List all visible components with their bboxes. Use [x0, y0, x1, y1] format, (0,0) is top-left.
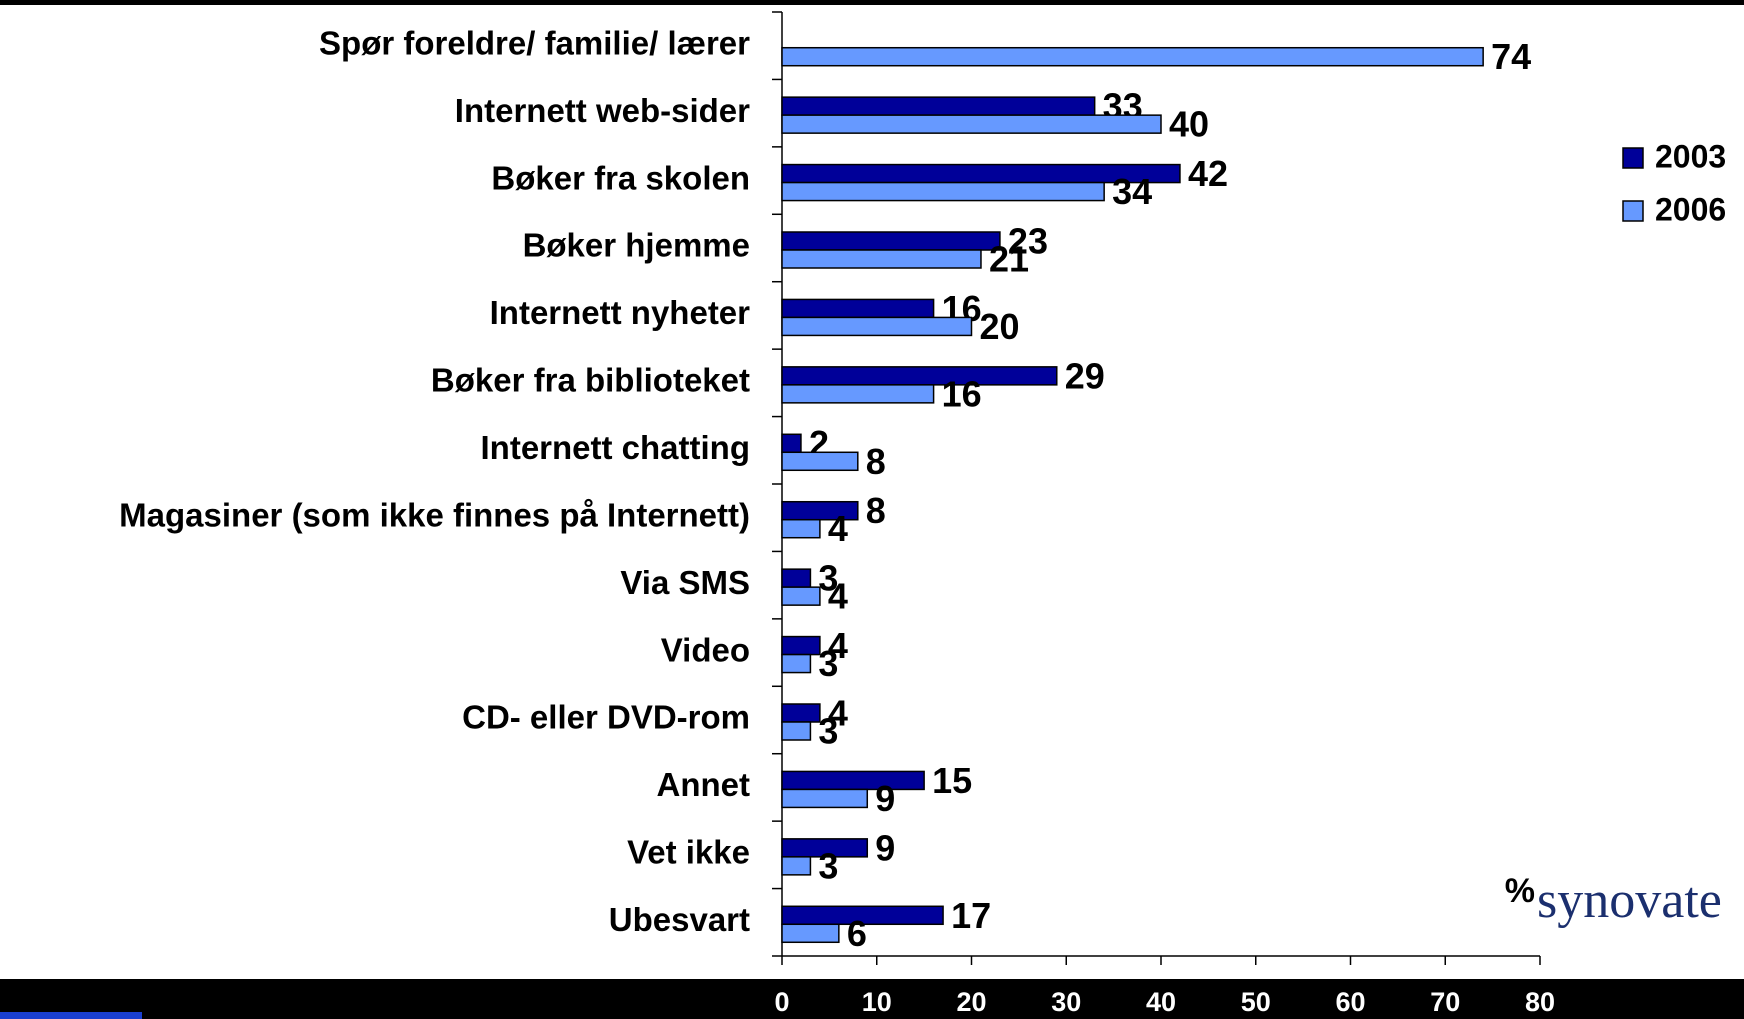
- value-label: 74: [1491, 36, 1531, 77]
- value-label: 4: [828, 625, 848, 666]
- bar: [781, 703, 821, 723]
- bar: [781, 451, 859, 472]
- footer-accent: [0, 1012, 142, 1019]
- category-label: Internett nyheter: [490, 294, 751, 331]
- bar: [781, 316, 973, 337]
- value-label: 42: [1188, 153, 1228, 194]
- value-label: 34: [1112, 171, 1152, 212]
- bar: [781, 249, 982, 269]
- top-rule: [0, 0, 1744, 5]
- x-tick-label: 10: [862, 987, 892, 1017]
- logo: synovate: [1537, 872, 1722, 929]
- value-label: 4: [828, 693, 848, 734]
- bar: [781, 298, 935, 319]
- bar: [781, 770, 925, 791]
- bar: [781, 788, 869, 809]
- x-tick-label: 20: [956, 987, 986, 1017]
- value-label: 21: [989, 239, 1029, 280]
- bar: [781, 568, 812, 588]
- value-label: 23: [1008, 221, 1048, 262]
- bar: [781, 46, 1484, 67]
- value-label: 8: [866, 490, 886, 531]
- category-label: Bøker fra skolen: [491, 159, 750, 196]
- unit-label: %: [1505, 872, 1535, 910]
- bar: [781, 384, 935, 404]
- category-label: Bøker fra biblioteket: [431, 362, 750, 399]
- bar: [781, 518, 821, 539]
- category-label: Spør foreldre/ familie/ lærer: [319, 24, 750, 61]
- bar: [781, 114, 1162, 134]
- x-tick-label: 50: [1241, 987, 1271, 1017]
- value-label: 3: [818, 558, 838, 599]
- bar: [781, 905, 944, 926]
- category-label: Internett chatting: [481, 429, 751, 466]
- bar: [781, 721, 812, 741]
- x-tick-label: 70: [1430, 987, 1460, 1017]
- legend-swatch: [1622, 147, 1644, 169]
- category-label: Bøker hjemme: [523, 227, 750, 264]
- value-label: 3: [818, 845, 838, 886]
- x-tick-label: 80: [1525, 987, 1555, 1017]
- value-label: 3: [818, 643, 838, 684]
- category-label: Ubesvart: [609, 901, 750, 938]
- category-label: Magasiner (som ikke finnes på Internett): [119, 496, 750, 533]
- legend-swatch: [1622, 200, 1644, 222]
- bar: [781, 433, 802, 454]
- bar: [781, 231, 1001, 251]
- value-label: 8: [866, 441, 886, 482]
- category-label: Via SMS: [620, 564, 750, 601]
- bar: [781, 96, 1096, 116]
- value-label: 15: [932, 760, 972, 801]
- bar: [781, 366, 1058, 386]
- value-label: 9: [875, 827, 895, 868]
- category-label: Video: [661, 631, 750, 668]
- category-label: Annet: [657, 766, 751, 803]
- bar: [781, 635, 821, 656]
- bar: [781, 856, 812, 876]
- bar: [781, 653, 812, 674]
- category-label: Vet ikke: [627, 834, 750, 871]
- value-label: 9: [875, 778, 895, 819]
- bar: [781, 586, 821, 606]
- category-label: Internett web-sider: [455, 92, 750, 129]
- bar: [781, 838, 869, 858]
- x-tick-label: 0: [774, 987, 789, 1017]
- value-label: 4: [828, 508, 848, 549]
- legend-label: 2006: [1655, 191, 1726, 227]
- x-tick-label: 30: [1051, 987, 1081, 1017]
- x-tick-label: 40: [1146, 987, 1176, 1017]
- bar: [781, 923, 840, 944]
- footer-band: [0, 979, 1744, 1019]
- category-label: CD- eller DVD-rom: [462, 699, 750, 736]
- value-label: 16: [942, 373, 982, 414]
- value-label: 29: [1065, 355, 1105, 396]
- value-label: 4: [828, 576, 848, 617]
- legend-label: 2003: [1655, 138, 1726, 174]
- value-label: 20: [980, 306, 1020, 347]
- value-label: 6: [847, 913, 867, 954]
- value-label: 40: [1169, 104, 1209, 145]
- value-label: 3: [818, 711, 838, 752]
- x-tick-label: 60: [1335, 987, 1365, 1017]
- bar: [781, 181, 1105, 202]
- value-label: 17: [951, 895, 991, 936]
